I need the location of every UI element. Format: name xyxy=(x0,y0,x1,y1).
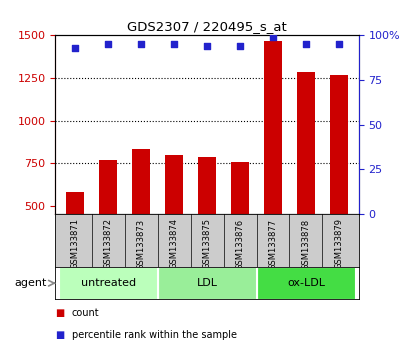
Point xyxy=(302,41,308,47)
Text: GSM133878: GSM133878 xyxy=(301,218,310,269)
Text: GSM133877: GSM133877 xyxy=(268,218,277,269)
Point xyxy=(105,41,111,47)
Text: LDL: LDL xyxy=(196,278,217,288)
Text: GSM133873: GSM133873 xyxy=(136,218,145,269)
Bar xyxy=(198,157,216,214)
Text: ■: ■ xyxy=(55,330,65,339)
Bar xyxy=(99,160,117,214)
Text: GSM133879: GSM133879 xyxy=(334,218,343,269)
Text: count: count xyxy=(72,308,99,318)
Bar xyxy=(296,72,314,214)
Text: agent: agent xyxy=(15,278,47,288)
Text: GSM133871: GSM133871 xyxy=(70,218,79,269)
Point xyxy=(171,41,177,47)
Point xyxy=(137,41,144,47)
Bar xyxy=(263,40,281,214)
Text: ox-LDL: ox-LDL xyxy=(286,278,324,288)
Text: GSM133875: GSM133875 xyxy=(202,218,211,269)
Title: GDS2307 / 220495_s_at: GDS2307 / 220495_s_at xyxy=(127,20,286,33)
Point xyxy=(203,43,210,49)
Point xyxy=(72,45,78,51)
Point xyxy=(335,41,342,47)
Point xyxy=(269,34,276,40)
Bar xyxy=(157,267,256,299)
Text: GSM133874: GSM133874 xyxy=(169,218,178,269)
Bar xyxy=(132,149,150,214)
Bar xyxy=(230,162,249,214)
Bar xyxy=(66,192,84,214)
Text: GSM133872: GSM133872 xyxy=(103,218,112,269)
Point xyxy=(236,43,243,49)
Text: ■: ■ xyxy=(55,308,65,318)
Bar xyxy=(164,155,183,214)
Bar xyxy=(58,267,157,299)
Text: percentile rank within the sample: percentile rank within the sample xyxy=(72,330,236,339)
Text: untreated: untreated xyxy=(80,278,135,288)
Text: GSM133876: GSM133876 xyxy=(235,218,244,269)
Bar xyxy=(329,75,347,214)
Bar xyxy=(256,267,355,299)
